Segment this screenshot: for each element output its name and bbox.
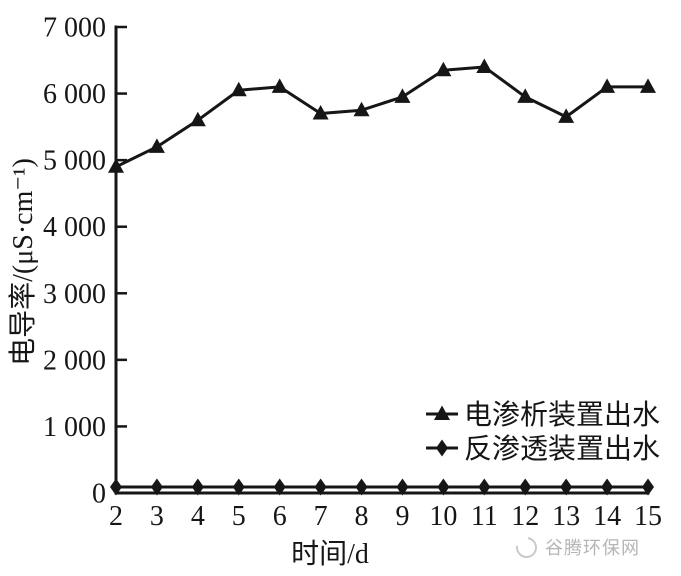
x-tick-label: 3 [150,501,164,532]
x-tick-label: 15 [634,501,662,532]
x-tick-label: 6 [273,501,287,532]
legend-label: 反渗透装置出水 [464,433,660,465]
diamond-marker [396,478,409,496]
y-tick-label: 1 000 [43,412,106,443]
legend-label: 电渗析装置出水 [464,399,660,431]
diamond-marker [642,478,654,496]
diamond-marker [232,478,245,496]
diamond-marker [191,478,204,496]
y-tick-label: 2 000 [43,345,106,376]
triangle-marker [640,78,656,93]
series-line [115,65,648,169]
y-tick-label: 6 000 [43,79,106,110]
triangle-marker [148,138,165,153]
triangle-marker [476,58,493,73]
x-tick-label: 10 [429,501,457,532]
diamond-marker [150,478,163,496]
triangle-marker [108,158,124,173]
triangle-marker [353,101,370,117]
diamond-marker [355,478,368,496]
diamond-marker [314,478,327,496]
watermark-text: 谷腾环保网 [545,538,640,558]
diamond-marker [110,478,122,496]
x-tick-label: 11 [471,501,498,532]
triangle-marker [189,111,206,127]
diamond-marker [478,478,491,496]
y-tick-label: 4 000 [43,212,106,243]
series-1 [108,58,656,173]
watermark: 谷腾环保网 [511,532,640,562]
x-axis-title: 时间/d [291,538,369,570]
triangle-marker [230,81,247,97]
y-tick-label: 0 [92,479,106,510]
x-tick-label: 7 [314,501,328,532]
triangle-marker [517,88,534,103]
x-tick-label: 5 [232,501,246,532]
triangle-marker [271,78,288,93]
diamond-marker [560,478,573,496]
y-tick-label: 7 000 [43,13,106,44]
legend-triangle-icon [434,405,450,420]
triangle-marker [599,78,616,93]
x-tick-label: 14 [593,501,621,532]
legend-diamond-icon [436,439,448,457]
triangle-marker [435,61,452,77]
triangle-marker [312,105,329,120]
diamond-marker [273,478,286,496]
x-tick-label: 12 [511,501,539,532]
triangle-marker [558,108,575,123]
series-2 [110,478,654,496]
diamond-marker [601,478,614,496]
x-tick-label: 2 [109,501,123,532]
x-tick-label: 8 [355,501,369,532]
diamond-marker [519,478,532,496]
y-tick-label: 5 000 [43,146,106,177]
y-axis-title: 电导率/(μS·cm⁻¹) [7,158,39,366]
triangle-marker [394,88,411,103]
watermark-logo-icon [511,532,542,562]
x-tick-label: 13 [552,501,580,532]
diamond-marker [437,478,450,496]
y-tick-label: 3 000 [43,279,106,310]
x-tick-label: 9 [395,501,409,532]
x-tick-label: 4 [191,501,205,532]
